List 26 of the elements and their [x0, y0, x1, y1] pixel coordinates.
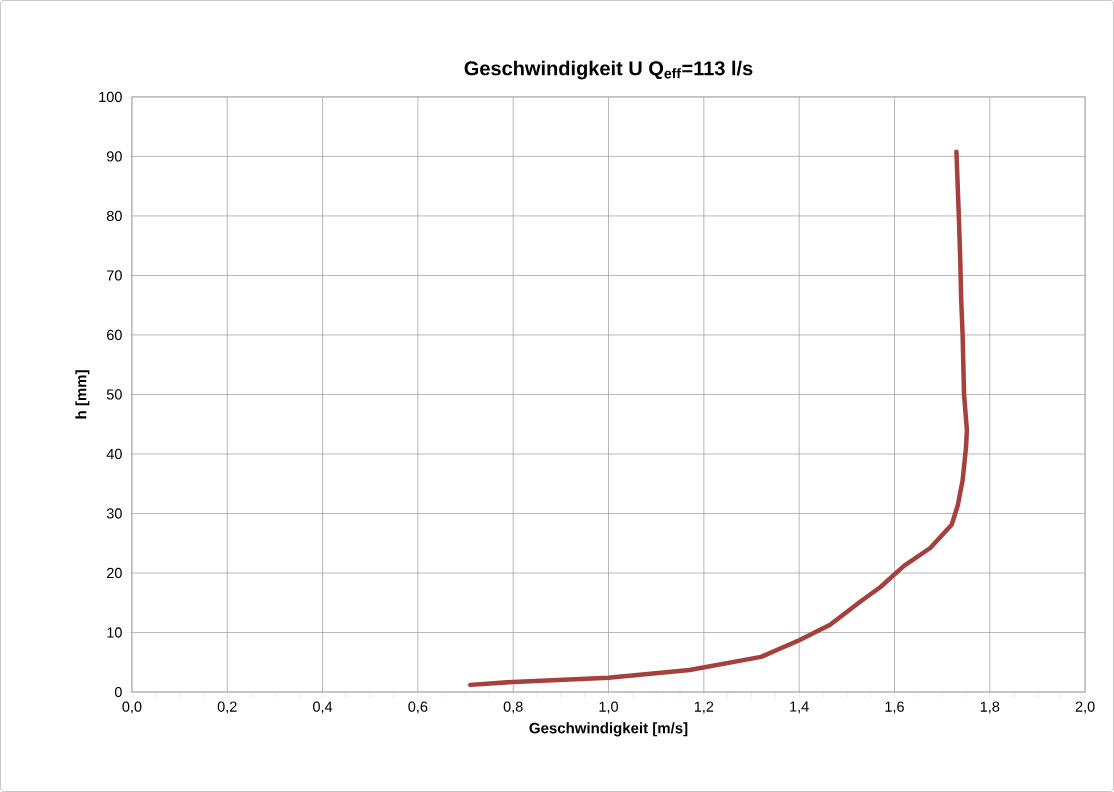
y-tick-label: 10	[107, 627, 122, 638]
x-axis-title: Geschwindigkeit [m/s]	[529, 722, 688, 737]
x-tick-label: 0,6	[408, 701, 428, 714]
y-tick-label: 30	[106, 508, 122, 519]
y-axis-title: h [mm]	[75, 370, 90, 419]
x-tick-label: 0,2	[217, 701, 237, 714]
x-tick-label: 1,6	[885, 701, 904, 714]
x-tick-label: 0,0	[122, 701, 142, 714]
y-tick-label: 90	[106, 151, 122, 162]
y-tick-label: 80	[106, 210, 122, 222]
x-tick-label: 1,0	[599, 701, 619, 714]
y-tick-label: 60	[107, 329, 122, 341]
y-tick-label: 20	[107, 567, 122, 579]
y-tick-label: 70	[107, 270, 122, 281]
y-tick-label: 100	[99, 91, 122, 103]
x-tick-label: 2,0	[1075, 701, 1095, 714]
y-tick-label: 40	[106, 448, 122, 460]
x-tick-label: 0,8	[503, 701, 523, 714]
x-tick-label: 0,4	[313, 701, 333, 714]
x-tick-label: 1,8	[980, 701, 1000, 714]
x-tick-label: 1,4	[790, 701, 809, 714]
y-tick-label: 50	[106, 389, 122, 400]
line-series	[468, 149, 970, 688]
y-tick-label: 0	[114, 686, 122, 698]
x-tick-label: 1,2	[694, 701, 714, 714]
chart-title: Geschwindigkeit U Q$_{eff}$=113 l/s	[464, 60, 753, 80]
